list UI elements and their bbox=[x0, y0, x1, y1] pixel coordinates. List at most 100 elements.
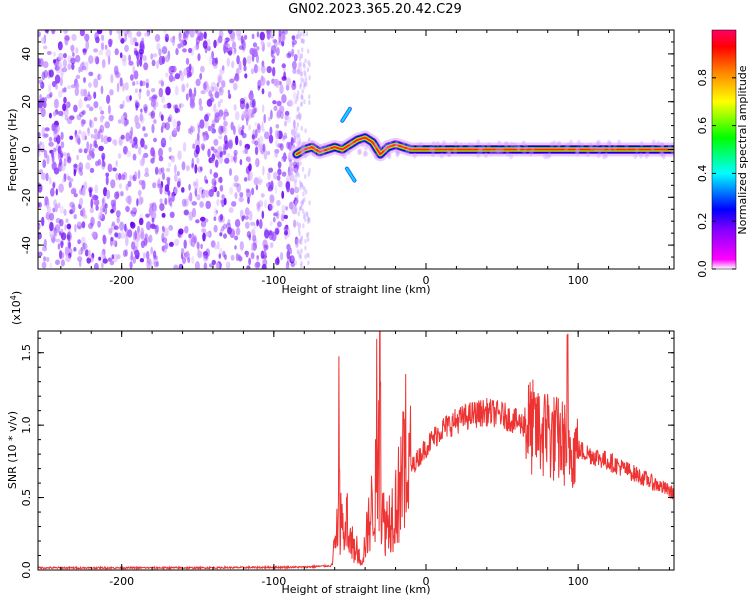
signal-halo-speck bbox=[639, 152, 643, 159]
noise-speck bbox=[272, 100, 277, 105]
noise-speck bbox=[239, 192, 244, 198]
noise-speck bbox=[189, 30, 195, 38]
noise-speck bbox=[302, 78, 305, 84]
noise-speck bbox=[200, 65, 205, 73]
signal-halo-speck bbox=[496, 147, 501, 153]
noise-speck bbox=[123, 145, 128, 155]
noise-speck bbox=[49, 262, 52, 269]
noise-speck bbox=[50, 233, 54, 239]
noise-speck bbox=[223, 233, 227, 239]
noise-speck bbox=[140, 108, 143, 113]
noise-speck bbox=[158, 156, 164, 162]
noise-speck bbox=[186, 82, 189, 88]
noise-speck bbox=[53, 124, 58, 135]
noise-speck bbox=[171, 193, 175, 202]
noise-speck bbox=[233, 104, 237, 111]
noise-speck bbox=[219, 151, 223, 158]
noise-speck bbox=[51, 161, 57, 171]
noise-speck bbox=[293, 178, 298, 183]
noise-speck bbox=[223, 120, 228, 127]
noise-speck bbox=[125, 183, 129, 191]
signal-halo-speck bbox=[509, 141, 514, 148]
signal-halo-speck bbox=[499, 147, 504, 154]
noise-speck bbox=[177, 150, 182, 160]
noise-speck bbox=[244, 73, 248, 79]
noise-speck bbox=[213, 216, 217, 221]
noise-speck bbox=[77, 137, 81, 145]
noise-speck bbox=[307, 253, 310, 259]
signal-halo-speck bbox=[446, 149, 450, 156]
noise-speck bbox=[157, 183, 161, 189]
noise-speck bbox=[169, 66, 175, 71]
noise-speck bbox=[143, 106, 148, 114]
noise-speck bbox=[79, 197, 84, 206]
noise-speck bbox=[299, 160, 302, 166]
noise-speck bbox=[66, 117, 73, 125]
noise-speck bbox=[150, 210, 157, 220]
noise-speck bbox=[94, 143, 98, 149]
noise-speck bbox=[94, 262, 99, 269]
noise-speck bbox=[43, 238, 47, 248]
noise-speck bbox=[103, 187, 108, 197]
signal-halo-speck bbox=[387, 153, 392, 160]
signal-halo-speck bbox=[385, 143, 390, 150]
noise-speck bbox=[246, 231, 252, 238]
noise-speck bbox=[62, 103, 67, 112]
noise-speck bbox=[87, 131, 91, 137]
noise-speck bbox=[284, 30, 288, 35]
noise-speck bbox=[116, 73, 120, 79]
noise-speck bbox=[280, 32, 286, 42]
signal-halo-speck bbox=[395, 149, 400, 156]
noise-speck bbox=[284, 115, 289, 121]
signal-halo-speck bbox=[497, 140, 502, 147]
noise-speck bbox=[77, 239, 81, 245]
noise-speck bbox=[276, 175, 281, 181]
snr-y-tick-label: 1.5 bbox=[20, 344, 33, 362]
noise-speck bbox=[291, 167, 297, 172]
noise-speck bbox=[228, 207, 234, 214]
signal-halo-speck bbox=[607, 146, 612, 152]
noise-speck bbox=[170, 155, 175, 163]
noise-speck bbox=[57, 145, 62, 155]
noise-speck bbox=[192, 234, 197, 245]
signal-halo-speck bbox=[323, 143, 328, 150]
signal-halo-speck bbox=[576, 139, 581, 146]
noise-speck bbox=[40, 81, 45, 90]
noise-speck bbox=[222, 125, 228, 135]
signal-halo-speck bbox=[394, 140, 399, 146]
noise-speck bbox=[59, 205, 65, 214]
colorbar-tick-label: 0.4 bbox=[696, 165, 709, 183]
noise-speck bbox=[210, 158, 215, 164]
noise-speck bbox=[223, 145, 227, 154]
noise-speck bbox=[57, 243, 61, 250]
snr-x-tick-label: 0 bbox=[422, 575, 429, 588]
noise-speck bbox=[42, 101, 47, 109]
noise-speck bbox=[228, 139, 233, 150]
noise-speck bbox=[213, 224, 218, 233]
noise-speck bbox=[262, 165, 265, 176]
noise-speck bbox=[287, 99, 293, 106]
noise-speck bbox=[169, 211, 175, 218]
noise-speck bbox=[106, 94, 111, 105]
signal-halo-speck bbox=[349, 140, 354, 147]
spectrogram-y-tick-label: 0 bbox=[20, 146, 33, 153]
signal-branch bbox=[345, 167, 356, 182]
noise-speck bbox=[232, 49, 236, 56]
noise-speck bbox=[235, 227, 241, 236]
noise-speck bbox=[66, 232, 71, 241]
noise-speck bbox=[229, 228, 236, 239]
noise-speck bbox=[130, 126, 134, 137]
noise-speck bbox=[168, 241, 174, 247]
noise-speck bbox=[64, 224, 67, 231]
signal-halo-speck bbox=[401, 141, 406, 148]
noise-speck bbox=[261, 121, 264, 132]
signal-halo-speck bbox=[470, 143, 475, 150]
noise-speck bbox=[237, 124, 241, 131]
noise-speck bbox=[184, 30, 189, 38]
noise-speck bbox=[231, 201, 237, 207]
signal-halo-speck bbox=[543, 153, 547, 160]
noise-speck bbox=[200, 243, 203, 250]
noise-speck bbox=[205, 179, 209, 184]
noise-speck bbox=[141, 180, 146, 190]
noise-speck bbox=[239, 139, 242, 147]
